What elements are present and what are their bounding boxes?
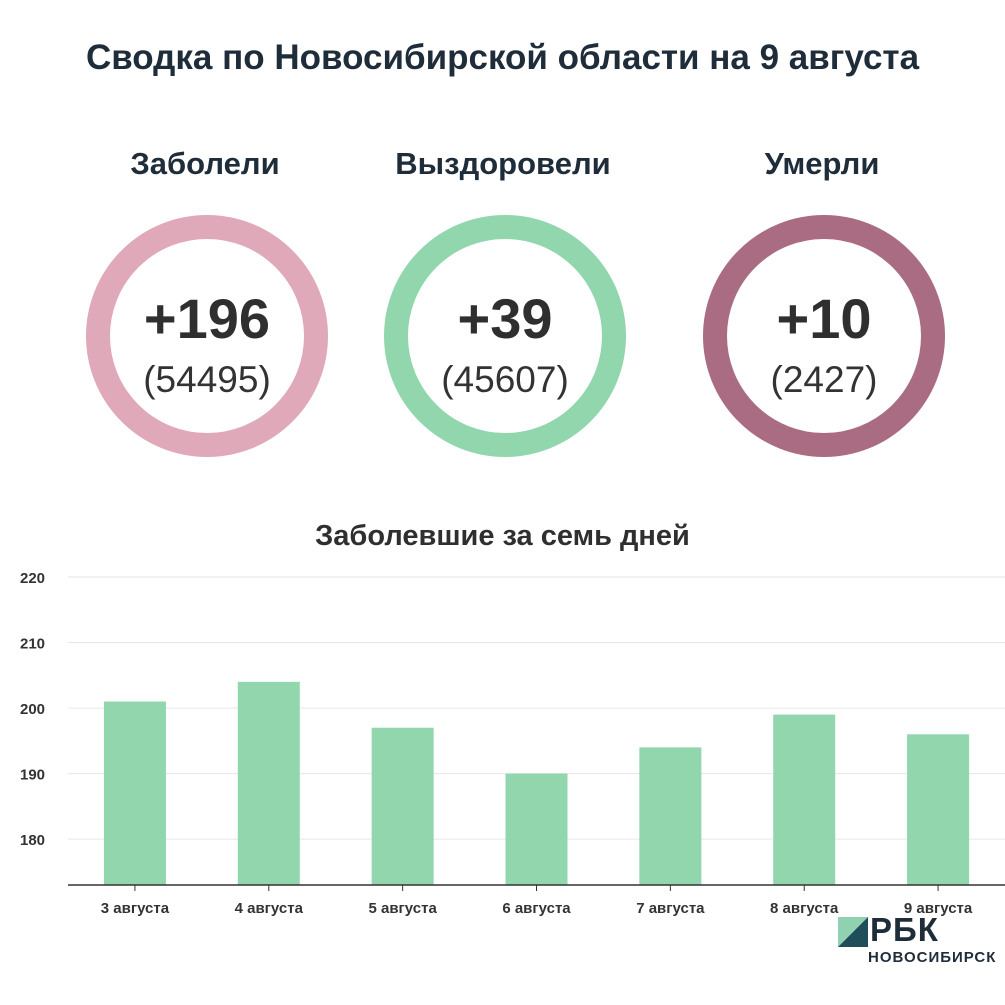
delta-died: +10	[776, 287, 872, 350]
rbc-logo-icon	[838, 917, 868, 947]
x-tick-label: 9 августа	[904, 900, 973, 917]
total-infected: (54495)	[143, 359, 271, 400]
bar-3	[371, 727, 434, 885]
bar-4	[505, 773, 568, 885]
bar-5	[639, 747, 702, 885]
bar-6	[773, 714, 836, 885]
rbc-logo: РБК НОВОСИБИРСК	[838, 911, 998, 970]
page-title: Сводка по Новосибирской области на 9 авг…	[85, 38, 920, 77]
bar-chart: 180 190 200 210 220 3 августа 4 августа 5 авгус…	[20, 570, 1005, 917]
rbc-logo-text: РБК	[870, 911, 939, 948]
x-tick-label: 7 августа	[636, 900, 705, 917]
y-tick-label: 220	[20, 570, 45, 587]
x-tick-label: 3 августа	[101, 900, 170, 917]
stat-label-died: Умерли	[764, 146, 880, 181]
delta-recovered: +39	[457, 287, 553, 350]
y-tick-label: 200	[20, 701, 45, 718]
x-tick-label: 6 августа	[502, 900, 571, 917]
ring-recovered: +39 (45607)	[384, 215, 626, 457]
delta-infected: +196	[143, 287, 271, 350]
bar-7	[907, 734, 970, 885]
y-tick-label: 210	[20, 636, 45, 653]
x-tick-label: 4 августа	[235, 900, 304, 917]
rbc-logo-subtitle: НОВОСИБИРСК	[868, 949, 997, 966]
stat-label-recovered: Выздоровели	[395, 146, 611, 181]
bar-2	[237, 681, 300, 885]
ring-infected: +196 (54495)	[86, 215, 328, 457]
x-tick-label: 5 августа	[368, 900, 437, 917]
chart-title: Заболевшие за семь дней	[315, 520, 690, 552]
ring-died: +10 (2427)	[703, 215, 945, 457]
stat-label-infected: Заболели	[130, 146, 280, 181]
total-died: (2427)	[770, 359, 878, 400]
y-tick-label: 180	[20, 832, 45, 849]
x-tick-label: 8 августа	[770, 900, 839, 917]
bar-1	[103, 701, 166, 885]
y-tick-label: 190	[20, 767, 45, 784]
total-recovered: (45607)	[441, 359, 569, 400]
